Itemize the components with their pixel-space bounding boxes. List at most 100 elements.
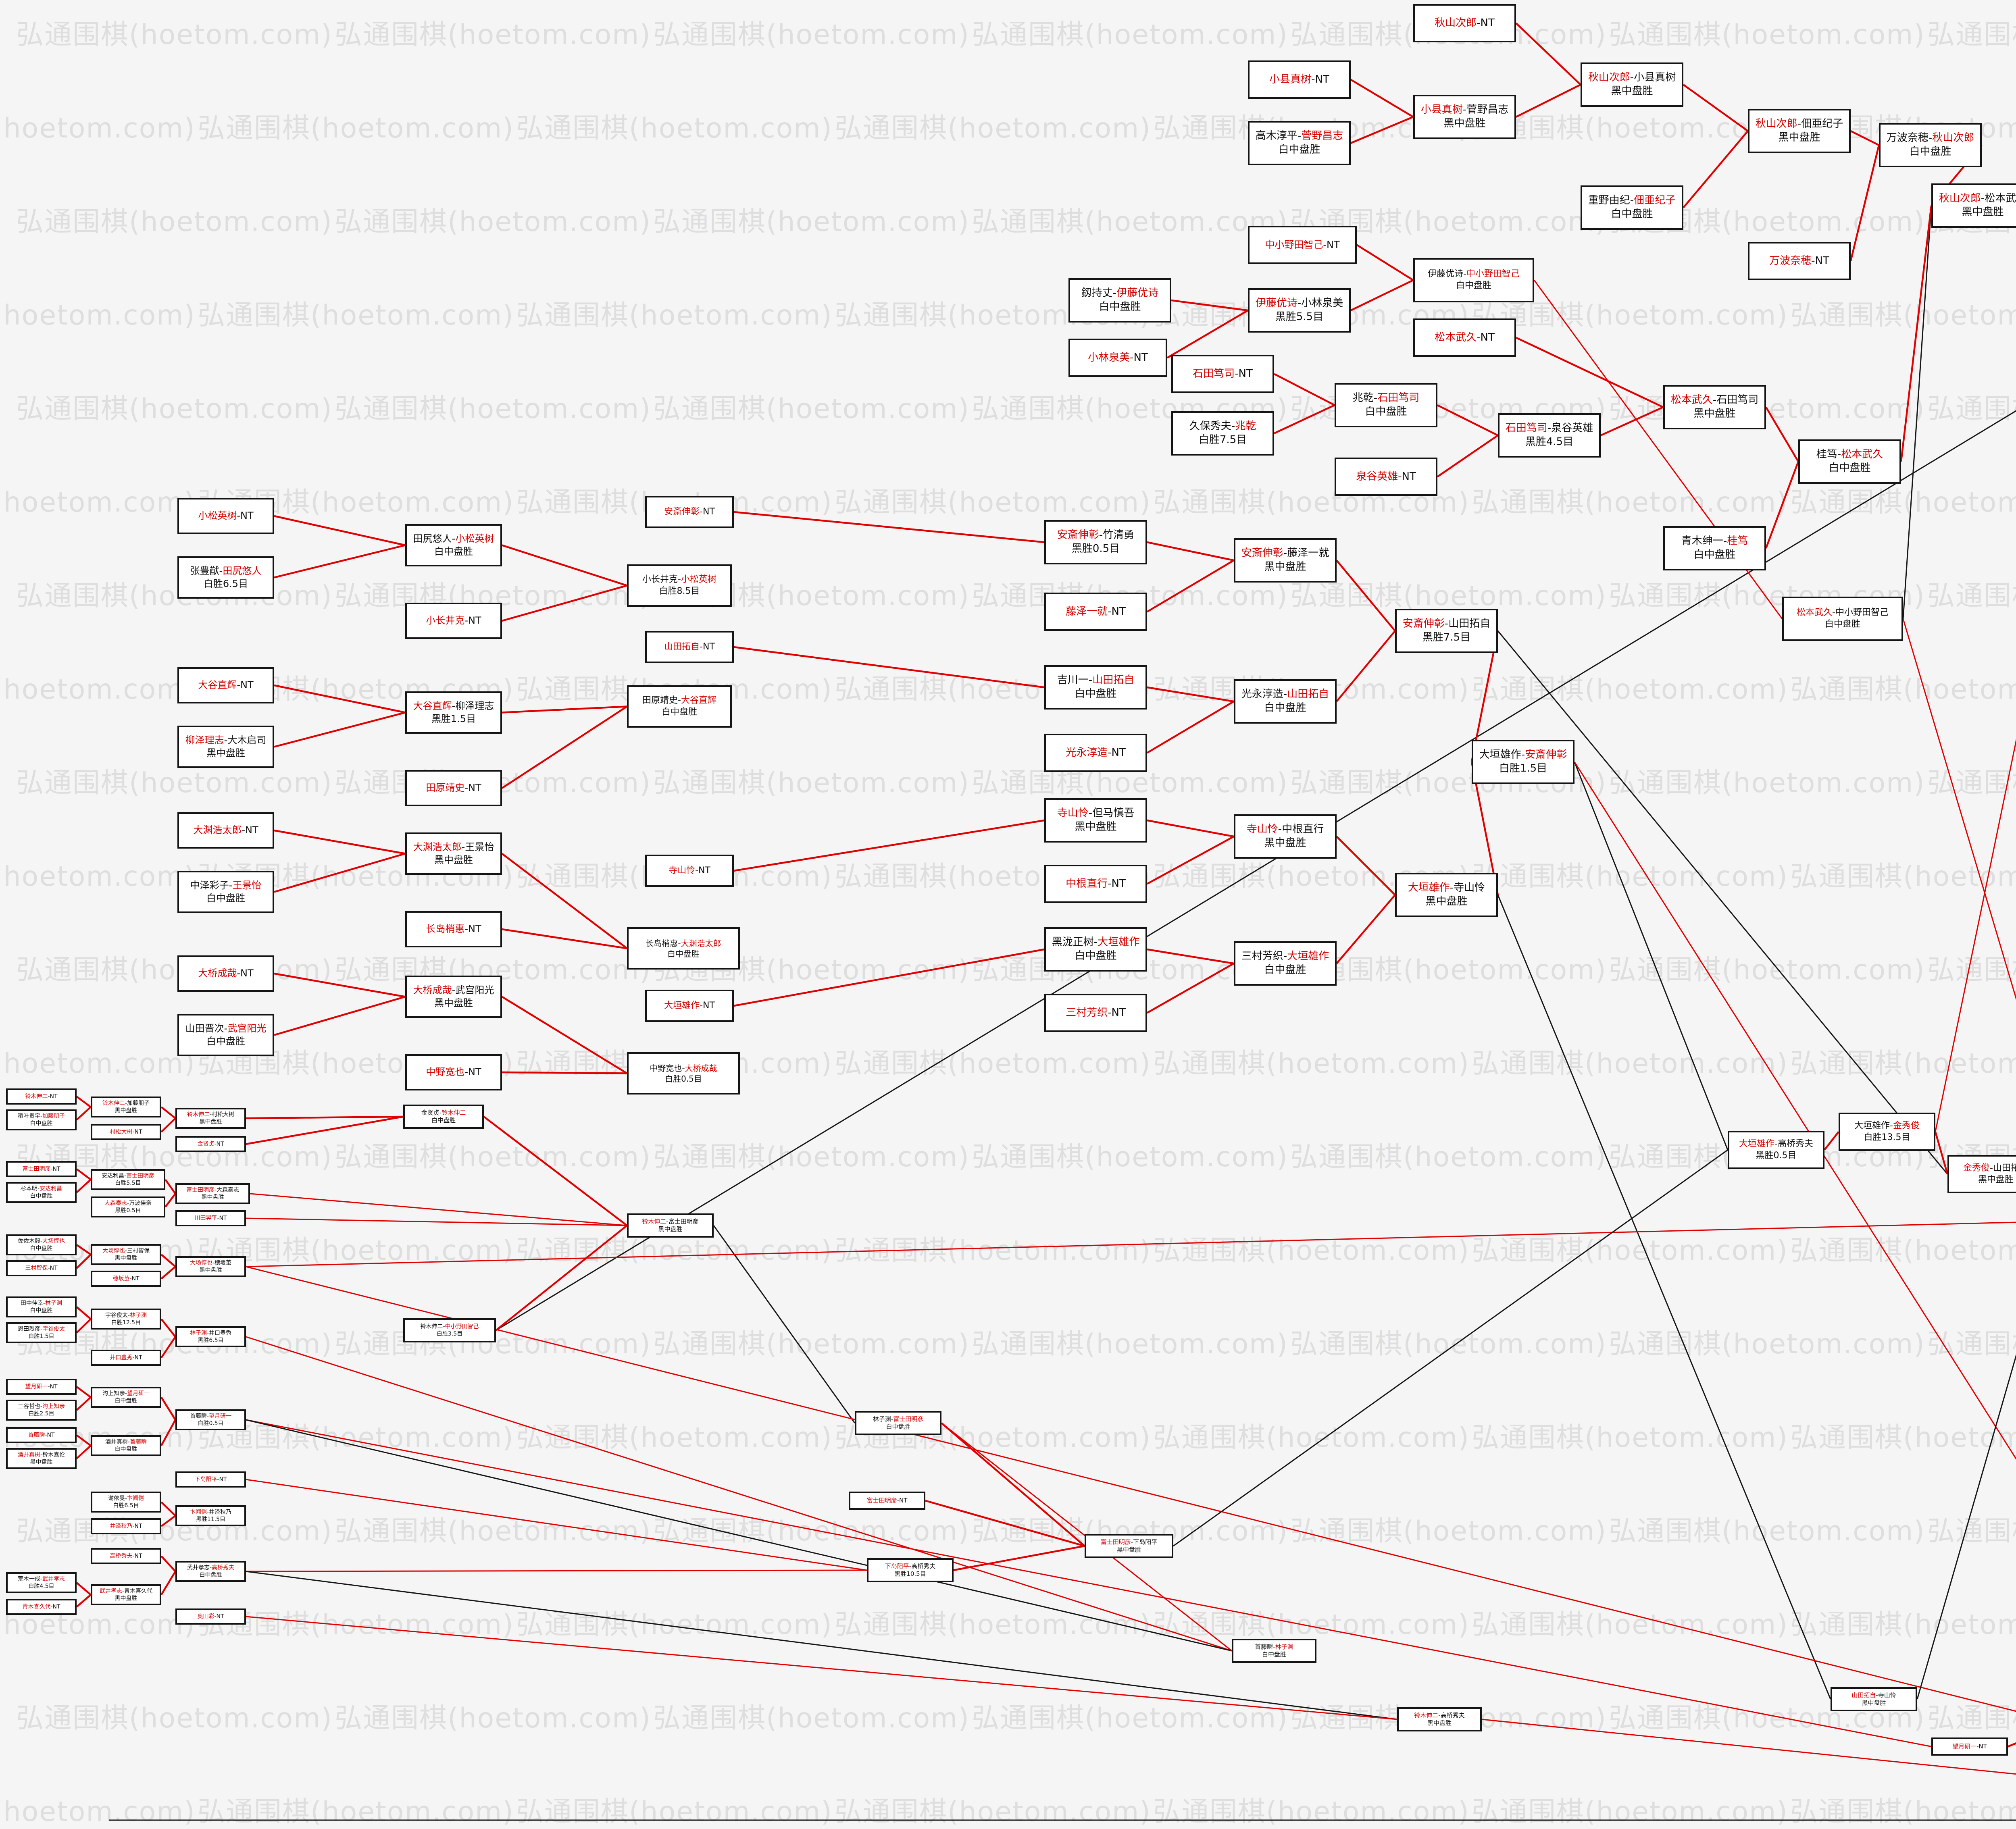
watermark-text: 弘通围棋(hoetom.com) [1790, 674, 2016, 705]
player-name: 宇谷俊太 [42, 1325, 65, 1332]
bracket-connector [76, 1582, 92, 1596]
match-box: 首藤瞬-望月研一 白胜0.5目 [175, 1409, 246, 1430]
match-result: 黑中盘胜 [1425, 895, 1468, 907]
bye-box: 井口豊秀-NT [91, 1350, 161, 1366]
watermark-text: 弘通围棋(hoetom.com) [16, 1515, 333, 1547]
match-result: 白中盘胜 [431, 1117, 456, 1124]
bye-box: 川田晃平-NT [175, 1210, 246, 1226]
bracket-connector [246, 1336, 1232, 1652]
match-box: 铃木伸二-高桥秀夫 黑中盘胜 [1397, 1707, 1482, 1731]
bracket-connector [1146, 963, 1235, 1014]
bye-label: NT [1327, 239, 1340, 250]
player-name: 田原靖史 [426, 782, 465, 794]
player-name: 泉谷英雄 [1551, 422, 1593, 435]
player-name: 桂笃 [1727, 535, 1748, 547]
player-name: 宇谷俊太 [105, 1312, 128, 1319]
bye-box: 穗坂茧-NT [91, 1271, 161, 1287]
player-name: 秋山次郎 [1755, 118, 1797, 130]
match-box: 富士田明彦-下岛阳平 黑中盘胜 [1085, 1534, 1173, 1558]
match-result: 黑胜11.5目 [196, 1516, 226, 1523]
match-result: 黑中盘胜 [434, 854, 473, 866]
match-result: 白中盘胜 [206, 892, 245, 904]
player-name: 富士田明彦 [866, 1496, 897, 1504]
player-name: 三村智保 [25, 1265, 48, 1271]
watermark-text: 弘通围棋(hoetom.com) [335, 19, 651, 51]
player-name: 高桥秀夫 [1777, 1138, 1813, 1149]
player-name: 大桥成哉 [198, 968, 237, 979]
bracket-connector [1350, 79, 1414, 118]
bye-label: NT [216, 1140, 224, 1147]
player-name: 中小野田智己 [1835, 608, 1889, 618]
watermark-text: 弘通围棋(hoetom.com) [972, 19, 1288, 51]
player-name: 林子渊 [190, 1330, 207, 1336]
watermark-text: 弘通围棋(hoetom.com) [972, 206, 1288, 238]
bracket-connector [160, 1266, 176, 1280]
match-result: 白中盘胜 [1829, 462, 1871, 474]
player-name: 吉川一 [1057, 674, 1089, 687]
bracket-connector [160, 1336, 176, 1359]
bracket-connector [1574, 762, 1729, 1151]
bracket-connector [274, 544, 406, 578]
player-name: 田中伸幸 [20, 1300, 43, 1307]
player-name: 稻叶贵宇 [17, 1113, 40, 1119]
player-name: 小林泉美 [1088, 351, 1130, 364]
player-name: 光永淳造 [1241, 688, 1283, 701]
match-box: 吉川一-山田拓自 白中盘胜 [1044, 665, 1147, 710]
match-result: 黑中盘胜 [1443, 117, 1486, 129]
watermark-text: 弘通围棋(hoetom.com) [1790, 1048, 2016, 1080]
bracket-connector [483, 1116, 628, 1226]
watermark-text: 弘通围棋(hoetom.com) [1472, 487, 1788, 518]
watermark-text: 弘通围棋(hoetom.com) [16, 1702, 333, 1734]
bracket-connector [274, 853, 406, 893]
match-result: 白胜6.5目 [113, 1502, 139, 1509]
player-name: 黑泷正树 [1052, 936, 1094, 949]
bracket-connector [1274, 404, 1335, 435]
bye-box: 安斎伸彰-NT [645, 496, 734, 528]
match-result: 黑中盘胜 [658, 1226, 683, 1233]
match-result: 白中盘胜 [1262, 1651, 1286, 1658]
watermark-text: 弘通围棋(hoetom.com) [198, 300, 514, 331]
bye-label: NT [703, 641, 715, 652]
player-name: 石田笃司 [1505, 422, 1547, 435]
watermark-text: 弘通围棋(hoetom.com) [1927, 954, 2016, 986]
match-result: 白胜8.5目 [659, 586, 700, 596]
bracket-connector [1916, 1354, 2016, 1700]
match-result: 白中盘胜 [1909, 146, 1951, 158]
match-result: 白胜0.5目 [665, 1074, 702, 1084]
bye-label: NT [468, 782, 481, 794]
player-name: 下岛阳平 [885, 1562, 909, 1570]
match-box: 酒井真树-铃木嘉伦 黑中盘胜 [6, 1448, 77, 1469]
match-result: 白中盘胜 [30, 1120, 53, 1127]
match-box: 三谷哲也-沟上知亲 白胜2.5目 [6, 1400, 77, 1421]
player-name: 泉谷英雄 [1356, 470, 1398, 483]
bye-box: 村松大树-NT [91, 1124, 161, 1140]
bracket-connector [733, 646, 1045, 689]
watermark-text: 弘通围棋(hoetom.com) [1790, 1796, 2016, 1828]
bracket-connector [274, 972, 406, 998]
bye-label: NT [245, 824, 258, 836]
match-result: 白中盘胜 [1264, 964, 1306, 976]
match-box: 武井孝志-青木喜久代 黑中盘胜 [91, 1584, 161, 1605]
match-box: 山田拓自-寺山怜 黑中盘胜 [1831, 1687, 1917, 1711]
player-name: 川田晃平 [194, 1215, 217, 1221]
bye-box: 大渊浩太郎-NT [177, 812, 274, 849]
player-name: 长岛梢惠 [646, 938, 678, 948]
watermark-text: 弘通围棋(hoetom.com) [0, 674, 196, 705]
player-name: 荒木一成 [17, 1575, 40, 1582]
bye-label: NT [134, 1552, 142, 1559]
watermark-text: 弘通围棋(hoetom.com) [835, 487, 1151, 518]
player-name: 山田拓自 [664, 641, 700, 652]
bye-label: NT [52, 1603, 60, 1610]
player-name: 富士田明彦 [1100, 1538, 1131, 1546]
player-name: 首藤瞬 [1255, 1643, 1273, 1650]
bracket-connector [76, 1396, 92, 1411]
bye-label: NT [1979, 1742, 1987, 1750]
bracket-connector [250, 1193, 627, 1226]
player-name: 佃亜纪子 [1634, 194, 1676, 207]
watermark-text: 弘通围棋(hoetom.com) [0, 487, 196, 518]
bye-label: NT [468, 615, 481, 626]
bye-box: 中野宽也-NT [405, 1054, 502, 1090]
player-name: 藤泽一就 [1066, 605, 1108, 618]
watermark-text: 弘通围棋(hoetom.com) [972, 1328, 1288, 1360]
